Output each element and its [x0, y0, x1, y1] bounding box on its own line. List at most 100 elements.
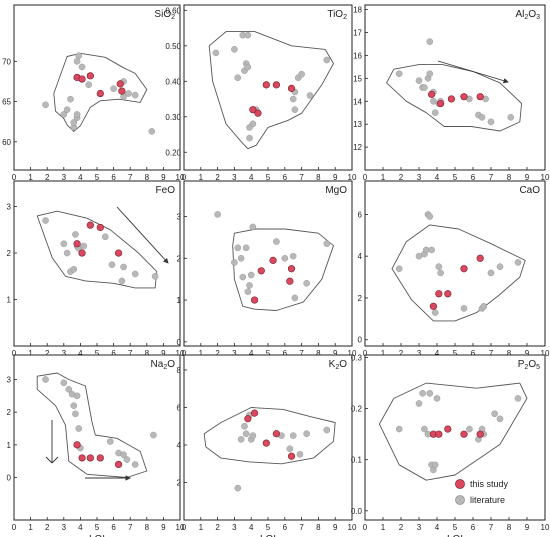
y-tick-label: 4: [177, 441, 182, 450]
legend-marker-literature: [455, 495, 465, 505]
literature-point: [244, 63, 252, 71]
x-tick-label: 8: [507, 349, 512, 358]
literature-point: [70, 266, 78, 273]
literature-point: [108, 261, 116, 268]
x-tick-label: 6: [471, 523, 476, 532]
this-study-point: [262, 81, 270, 89]
x-tick-label: 1: [199, 523, 204, 532]
literature-point: [73, 111, 81, 118]
x-tick-label: 8: [145, 173, 150, 182]
panel-na2o: 0123456789100123Na2OLOI: [7, 354, 185, 537]
y-tick-label: 0.20: [165, 148, 181, 157]
this-study-point: [257, 267, 265, 275]
x-tick-label: 7: [128, 523, 133, 532]
x-tick-label: 10: [176, 523, 185, 532]
x-tick-label: 4: [78, 173, 83, 182]
literature-point: [419, 390, 426, 397]
panel-title: TiO2: [327, 9, 347, 21]
x-tick-label: 9: [161, 523, 166, 532]
x-tick-label: 8: [507, 173, 512, 182]
x-tick-label: 3: [417, 349, 422, 358]
this-study-point: [96, 223, 104, 232]
x-axis-label: LOI: [447, 534, 463, 537]
this-study-point: [96, 454, 104, 462]
x-tick-label: 1: [199, 173, 204, 182]
literature-point: [231, 259, 238, 266]
x-tick-label: 7: [489, 349, 494, 358]
x-tick-label: 7: [489, 173, 494, 182]
literature-point: [102, 233, 109, 241]
this-study-point: [286, 277, 294, 285]
field-envelope: [378, 382, 528, 481]
y-tick-label: 13: [353, 120, 362, 129]
this-study-point: [78, 249, 86, 257]
x-tick-label: 8: [316, 173, 321, 182]
x-tick-label: 5: [266, 173, 271, 182]
x-tick-label: 8: [316, 523, 321, 532]
this-study-point: [435, 290, 443, 298]
y-tick-label: 1: [7, 296, 12, 305]
this-study-point: [444, 290, 452, 298]
legend-marker-this-study: [455, 479, 465, 489]
panel-title: K2O: [329, 359, 348, 371]
literature-point: [249, 432, 257, 439]
literature-point: [395, 70, 403, 78]
y-tick-label: 0.1: [351, 456, 363, 465]
literature-point: [249, 120, 257, 128]
y-tick-label: 3: [177, 213, 182, 222]
literature-point: [237, 436, 245, 443]
panel-cao: 0 1 2 3 4 5 6 7 8 9 10 0 2 4 6 CaO: [358, 180, 550, 358]
literature-point: [72, 410, 79, 418]
x-tick-label: 1: [381, 173, 386, 182]
y-tick-label: 0.60: [165, 6, 181, 15]
literature-point: [426, 390, 434, 397]
literature-point: [150, 431, 157, 439]
panel-k2o: 0 1 2 3 4 5 6 7 8 9 10 2 4 6 8 K2O LOI: [177, 354, 357, 537]
literature-point: [431, 461, 439, 469]
x-tick-label: 4: [435, 523, 440, 532]
y-tick-label: 0.0: [351, 507, 363, 516]
literature-point: [63, 106, 71, 113]
literature-point: [244, 31, 252, 39]
literature-point: [42, 101, 49, 109]
x-tick-label: 4: [249, 349, 254, 358]
this-study-point: [96, 89, 104, 98]
literature-point: [85, 81, 92, 88]
y-tick-label: 2: [7, 249, 12, 258]
x-tick-label: 0: [363, 523, 368, 532]
field-envelope: [36, 210, 158, 289]
this-study-point: [249, 106, 257, 114]
literature-point: [426, 70, 434, 78]
x-tick-label: 3: [232, 349, 237, 358]
x-tick-label: 9: [333, 523, 338, 532]
field-envelope: [391, 224, 526, 322]
panel-title: Na2O: [151, 359, 176, 371]
literature-point: [75, 52, 83, 60]
y-tick-label: 17: [353, 29, 362, 38]
literature-point: [289, 252, 297, 260]
x-tick-label: 8: [507, 523, 512, 532]
y-tick-label: 6: [177, 404, 182, 413]
panel-p2o5: 0 1 2 3 4 5 6 7 8 9 10 0.0 0.1 0.2 0.3 P2O5 LOI: [351, 354, 550, 537]
trend-arrow: [45, 420, 59, 464]
field-envelope: [208, 31, 334, 150]
literature-point: [431, 309, 439, 316]
y-tick-label: 2: [358, 294, 363, 303]
x-tick-label: 0: [12, 349, 17, 358]
y-tick-label: 2: [7, 408, 12, 417]
x-tick-label: 2: [45, 173, 50, 182]
this-study-point: [272, 81, 281, 89]
x-axis-label: LOI: [89, 534, 105, 537]
x-tick-label: 0: [182, 173, 187, 182]
literature-point: [514, 395, 522, 402]
y-tick-label: 12: [353, 143, 362, 152]
this-study-point: [118, 87, 126, 95]
literature-point: [242, 244, 250, 252]
x-tick-label: 9: [525, 173, 530, 182]
literature-point: [60, 240, 68, 248]
literature-point: [125, 90, 132, 97]
x-tick-label: 3: [232, 523, 237, 532]
literature-point: [289, 95, 297, 103]
literature-point: [60, 379, 68, 387]
